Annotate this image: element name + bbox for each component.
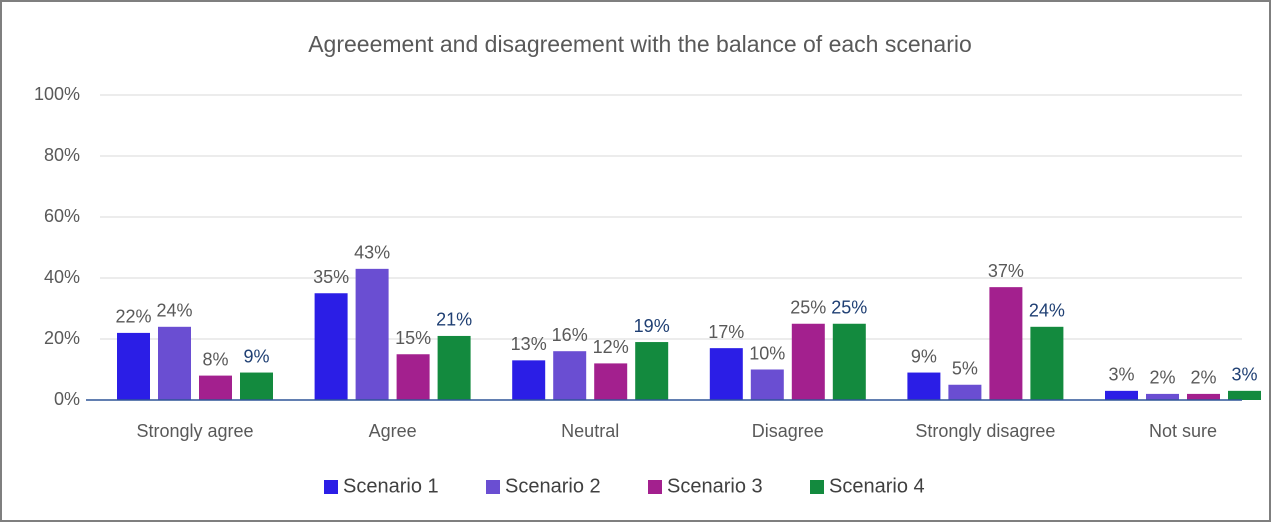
data-label: 13% (511, 334, 547, 354)
data-label: 2% (1190, 368, 1216, 388)
bar (594, 363, 628, 400)
data-label: 17% (708, 322, 744, 342)
data-label: 19% (634, 316, 670, 336)
legend-label: Scenario 2 (505, 475, 601, 497)
data-label: 25% (831, 298, 867, 318)
data-label: 35% (313, 267, 349, 287)
bar (635, 342, 669, 400)
x-tick-label: Strongly agree (136, 421, 253, 441)
bar (948, 384, 982, 400)
bar (314, 293, 348, 400)
legend-label: Scenario 4 (829, 475, 925, 497)
y-tick-label: 60% (44, 206, 80, 226)
x-tick-label: Not sure (1149, 421, 1217, 441)
y-tick-label: 20% (44, 328, 80, 348)
bar (709, 348, 743, 400)
bar (832, 323, 866, 400)
bar (1146, 393, 1179, 400)
legend-swatch (648, 480, 662, 494)
data-label: 21% (436, 310, 472, 330)
x-tick-label: Disagree (752, 421, 824, 441)
y-tick-label: 40% (44, 267, 80, 287)
data-label: 43% (354, 243, 390, 263)
data-label: 15% (395, 328, 431, 348)
data-label: 9% (911, 346, 937, 366)
data-label: 9% (243, 346, 269, 366)
y-tick-label: 0% (54, 389, 80, 409)
bar (1105, 390, 1138, 400)
bar (989, 287, 1023, 400)
data-label: 24% (156, 301, 192, 321)
y-tick-label: 100% (34, 84, 80, 104)
data-label: 24% (1029, 301, 1065, 321)
bar (240, 372, 273, 400)
legend-swatch (486, 480, 500, 494)
bar (553, 351, 587, 400)
x-tick-label: Neutral (561, 421, 619, 441)
bar (750, 369, 784, 400)
bar (396, 354, 430, 400)
data-label: 3% (1231, 365, 1257, 385)
data-label: 3% (1108, 365, 1134, 385)
data-label: 25% (790, 298, 826, 318)
bar (437, 335, 471, 400)
bar (907, 372, 941, 400)
bar (158, 326, 191, 400)
chart-title: Agreeement and disagreement with the bal… (308, 31, 972, 57)
legend-label: Scenario 3 (667, 475, 763, 497)
bar (199, 375, 232, 400)
data-label: 8% (202, 349, 228, 369)
data-label: 12% (593, 337, 629, 357)
bar (1187, 393, 1220, 400)
data-label: 22% (115, 307, 151, 327)
y-tick-label: 80% (44, 145, 80, 165)
bar (355, 268, 389, 400)
data-label: 37% (988, 261, 1024, 281)
x-tick-label: Strongly disagree (915, 421, 1055, 441)
bar (117, 332, 150, 400)
legend-label: Scenario 1 (343, 475, 439, 497)
bar (1228, 390, 1261, 400)
data-label: 5% (952, 359, 978, 379)
data-label: 10% (749, 343, 785, 363)
data-label: 16% (552, 325, 588, 345)
data-label: 2% (1149, 368, 1175, 388)
legend-swatch (810, 480, 824, 494)
bar (1030, 326, 1064, 400)
legend-swatch (324, 480, 338, 494)
bar (791, 323, 825, 400)
x-tick-label: Agree (369, 421, 417, 441)
bar (512, 360, 546, 400)
